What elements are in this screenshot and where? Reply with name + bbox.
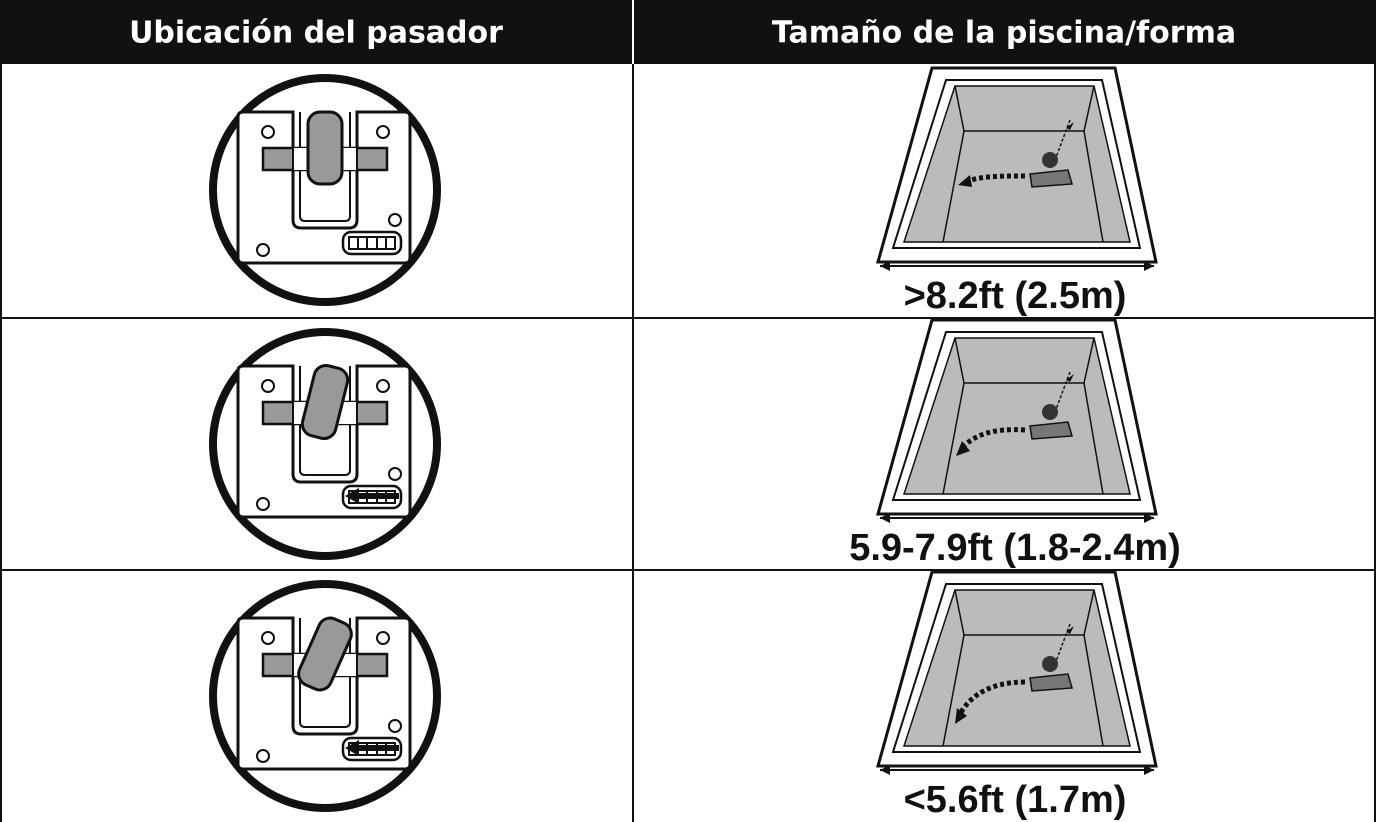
- grid: [0, 64, 1376, 822]
- pin-illustration: [213, 78, 437, 302]
- header-cell: Ubicación del pasador: [129, 16, 503, 51]
- pin-illustration: [213, 584, 437, 808]
- pool-illustration: [876, 570, 1158, 777]
- header-cell: Tamaño de la piscina/forma: [772, 16, 1236, 51]
- pool-illustration: [876, 66, 1158, 273]
- pool-size: 5.9-7.9ft (1.8-2.4m): [849, 527, 1181, 569]
- pin-illustration: [213, 332, 437, 556]
- pool-illustration: [876, 318, 1158, 525]
- pool-size: <5.6ft (1.7m): [904, 779, 1127, 821]
- pool-size: >8.2ft (2.5m): [904, 275, 1127, 317]
- header-row: [0, 0, 1376, 64]
